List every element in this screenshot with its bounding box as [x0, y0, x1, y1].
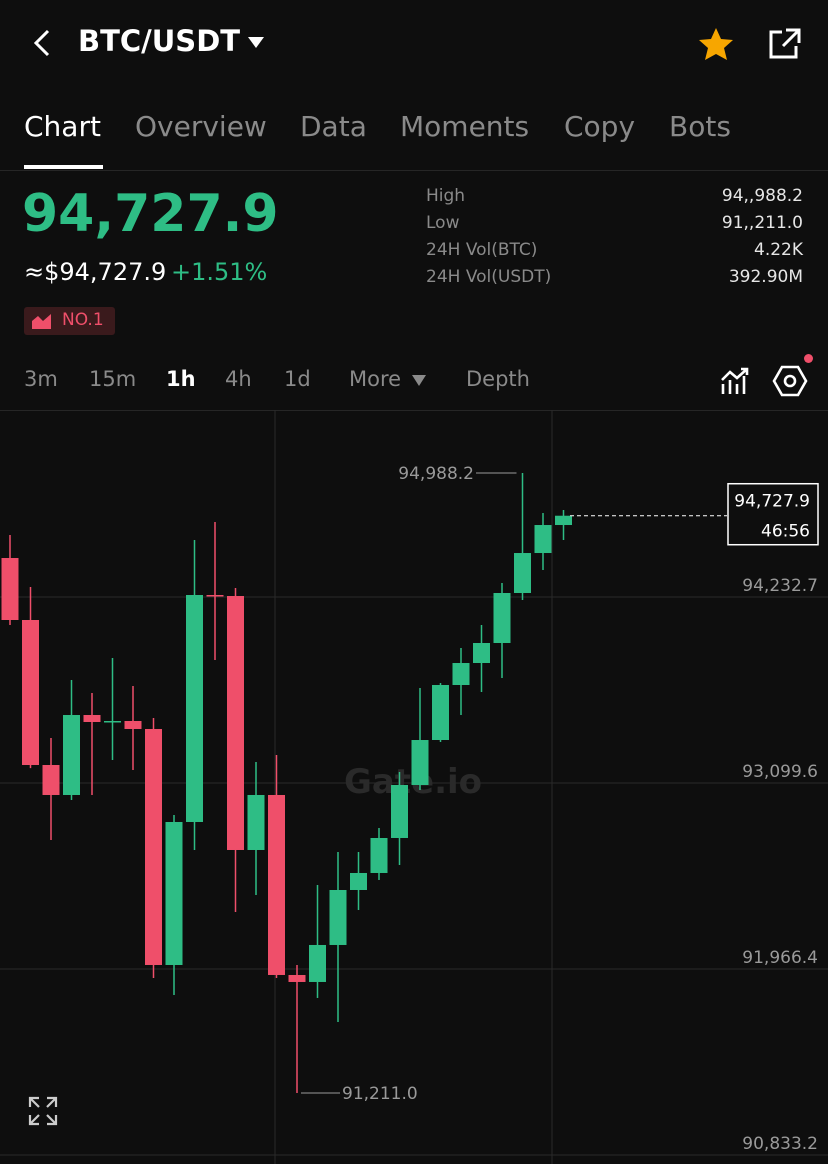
stat-value: 94,,988.2 [721, 186, 803, 206]
candle-body [165, 821, 183, 965]
stat-label: Low [426, 213, 460, 233]
candle-body [268, 794, 285, 975]
tab[interactable]: Chart [24, 110, 101, 143]
candle-body [288, 974, 306, 982]
candle-body [124, 720, 142, 729]
tab[interactable]: Data [300, 110, 367, 143]
pair-dropdown[interactable] [247, 36, 265, 50]
candle-body [473, 642, 490, 664]
candle-body [186, 595, 203, 822]
settings-button[interactable] [772, 364, 808, 398]
stat-value: 4.22K [754, 240, 803, 260]
interval[interactable]: More [349, 367, 402, 391]
countdown: 46:56 [761, 522, 810, 542]
back-button[interactable] [30, 28, 56, 58]
notification-dot [804, 354, 813, 363]
candle-body [22, 620, 39, 766]
interval[interactable]: 1d [284, 367, 311, 391]
candle-body [391, 784, 408, 838]
y-tick-label: 90,833.2 [742, 1134, 818, 1154]
candle-body [555, 515, 572, 526]
candle-body [309, 944, 326, 982]
stat-label: 24H Vol(BTC) [426, 240, 538, 260]
share-button[interactable] [766, 26, 804, 62]
tab[interactable]: Overview [135, 110, 267, 143]
badge-text: NO.1 [62, 310, 104, 330]
pair-title[interactable]: BTC/USDT [78, 24, 241, 58]
interval[interactable]: 3m [24, 367, 58, 391]
candle-body [452, 663, 470, 686]
candle-body [63, 715, 80, 795]
candle-body [206, 595, 224, 597]
stat-label: 24H Vol(USDT) [426, 267, 552, 287]
y-tick-label: 93,099.6 [742, 762, 818, 782]
y-tick-label: 94,232.7 [742, 576, 818, 596]
candle-body [493, 593, 511, 643]
usd-price: ≈$94,727.9 [24, 258, 167, 286]
more-dropdown[interactable] [411, 374, 427, 387]
last-price-label: 94,727.9 [734, 492, 810, 512]
candle-body [370, 837, 388, 873]
candle-body [42, 765, 60, 795]
divider [0, 170, 828, 171]
candlestick-chart: Gate.io 94,232.793,099.691,966.490,833.2… [0, 410, 828, 1164]
candle-body [1, 558, 19, 621]
tab[interactable]: Copy [564, 110, 636, 143]
price-change: +1.51% [171, 258, 268, 286]
indicator-button[interactable] [720, 366, 750, 396]
stat-value: 392.90M [728, 267, 803, 287]
stat-label: High [426, 186, 466, 206]
rank-badge[interactable]: NO.1 [24, 307, 115, 335]
fullscreen-button[interactable] [28, 1096, 58, 1126]
candle-body [432, 685, 449, 741]
stat-value: 91,,211.0 [721, 213, 803, 233]
candle-body [83, 715, 101, 722]
candle-body [329, 889, 347, 945]
candle-body [227, 596, 244, 850]
interval[interactable]: 1h [166, 367, 196, 391]
tab[interactable]: Bots [669, 110, 731, 143]
candle-body [534, 525, 552, 554]
candle-body [350, 872, 367, 890]
candle-body [145, 728, 162, 965]
last-price: 94,727.9 [22, 184, 279, 244]
tab[interactable]: Moments [400, 110, 530, 143]
candle-body [247, 794, 265, 850]
interval[interactable]: Depth [466, 367, 530, 391]
interval[interactable]: 15m [89, 367, 137, 391]
active-tab-indicator [24, 165, 103, 169]
interval[interactable]: 4h [225, 367, 252, 391]
candle-body [411, 740, 429, 785]
y-tick-label: 91,966.4 [742, 948, 818, 968]
candle-body [514, 553, 531, 593]
low-label: 91,211.0 [342, 1084, 418, 1104]
badge-icon [32, 314, 51, 329]
candle-body [104, 720, 121, 723]
last-price-box [727, 482, 819, 546]
favorite-star[interactable] [697, 26, 735, 62]
high-label: 94,988.2 [398, 464, 474, 484]
